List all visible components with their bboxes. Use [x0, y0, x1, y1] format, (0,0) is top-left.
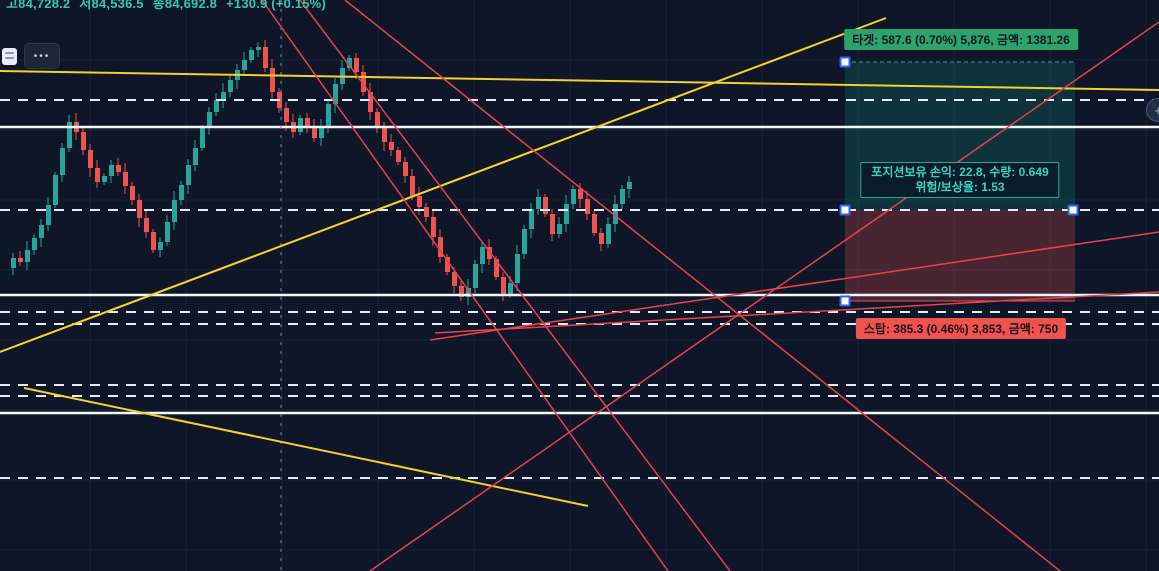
ohlc-header: 고84,728.2 저84,536.5 종84,692.8 +130.9 (+0.15…: [6, 0, 335, 12]
entry-right-handle[interactable]: [1067, 204, 1079, 216]
trendline-red-steep-1: [261, 0, 669, 571]
entry-left-handle[interactable]: [839, 204, 851, 216]
target-left-handle[interactable]: [839, 56, 851, 68]
ohlc-high: 고84,728.2: [6, 0, 71, 11]
position-target-label[interactable]: 타겟: 587.6 (0.70%) 5,876, 금액: 1381.26: [844, 29, 1078, 50]
ohlc-low: 저84,536.5: [79, 0, 144, 11]
position-stop-label[interactable]: 스탑: 385.3 (0.46%) 3,853, 금액: 750: [855, 318, 1067, 339]
trendline-yellow-top: [0, 70, 1159, 91]
trendline-red-flat: [434, 291, 1159, 334]
trendline-red-shallow-asc: [429, 231, 1159, 341]
trendline-yellow-ascending: [0, 17, 887, 353]
trendline-yellow-bottom: [23, 387, 589, 507]
floating-toolbar: •••: [2, 43, 60, 69]
more-options-button[interactable]: •••: [24, 43, 60, 69]
position-rr-line: 위험/보상율: 1.53: [915, 180, 1005, 194]
ohlc-change: +130.9 (+0.15%): [226, 0, 326, 11]
trendline-red-ascending: [369, 21, 1159, 571]
stop-left-handle[interactable]: [839, 295, 851, 307]
position-pnl-line: 포지션보유 손익: 22.8, 수량: 0.649: [871, 165, 1049, 179]
trendline-red-mid: [344, 0, 1061, 571]
plus-icon: +: [1154, 102, 1159, 118]
trendline-red-steep-2: [299, 0, 731, 571]
ohlc-close: 종84,692.8: [152, 0, 218, 11]
position-info-label[interactable]: 포지션보유 손익: 22.8, 수량: 0.649 위험/보상율: 1.53: [860, 162, 1060, 198]
drawing-tool-icon[interactable]: [2, 47, 17, 65]
